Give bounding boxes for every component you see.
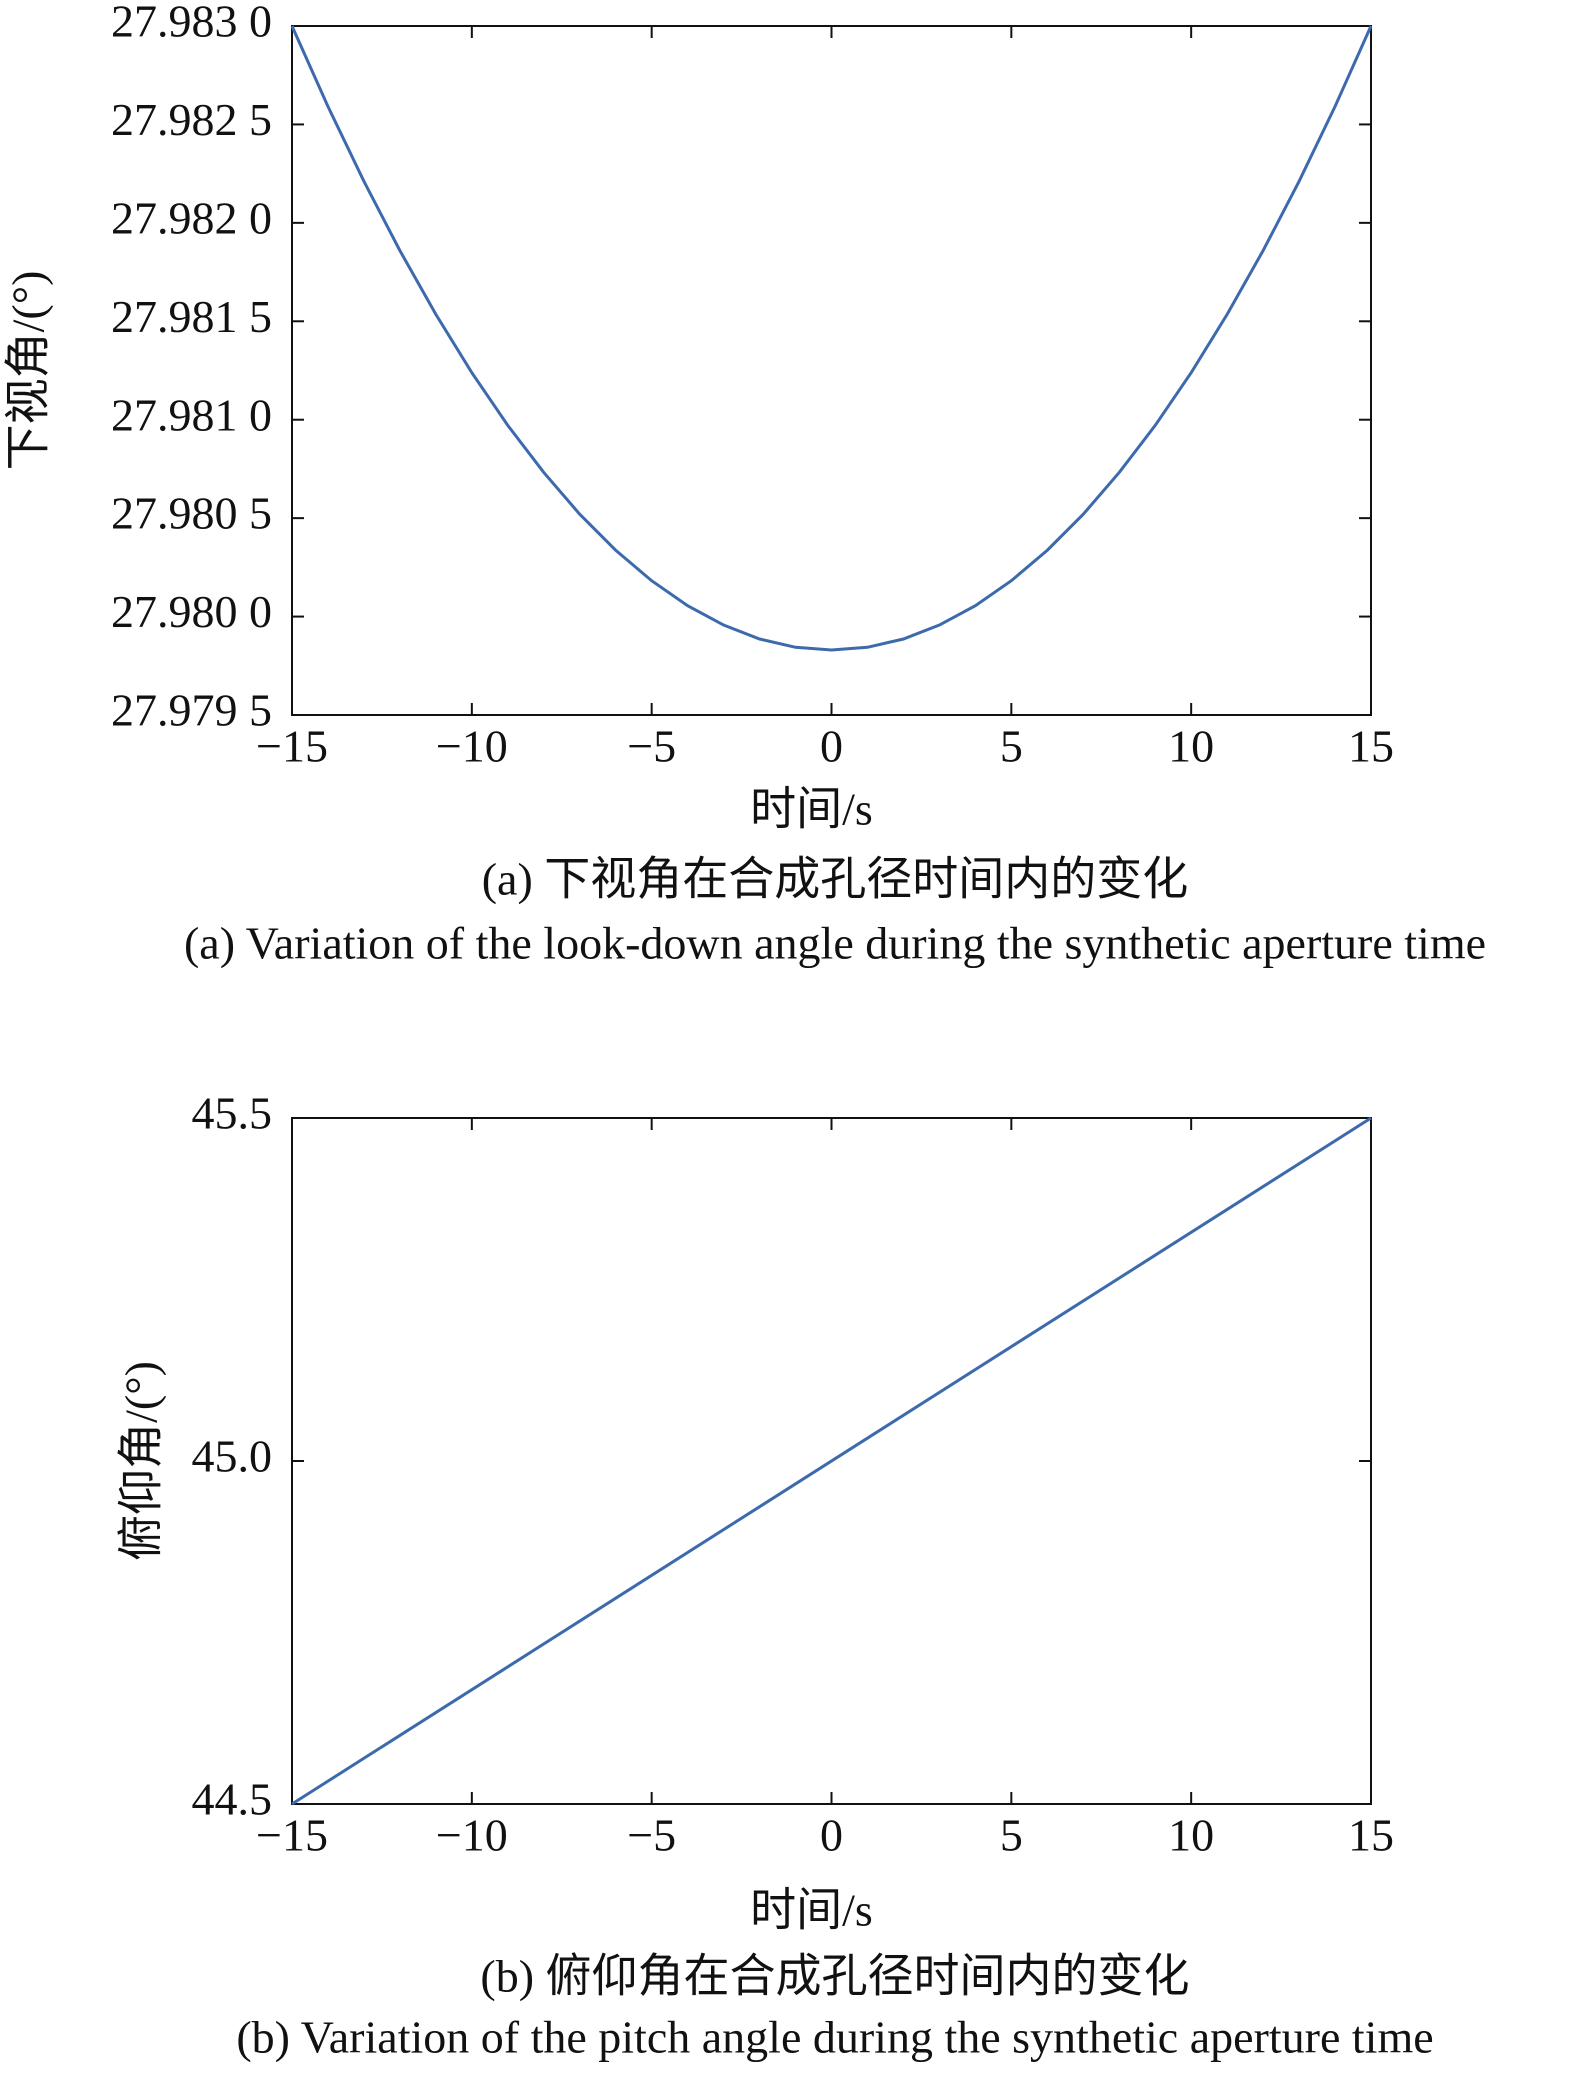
caption-en: (a) Variation of the look-down angle dur…: [184, 918, 1486, 969]
y-tick-label: 27.983 0: [111, 0, 272, 47]
x-tick-label: 0: [820, 721, 843, 772]
x-tick-label: 15: [1348, 721, 1394, 772]
plot-frame: [291, 25, 1372, 716]
data-line: [290, 25, 1373, 652]
y-tick-label: 45.5: [192, 1088, 273, 1139]
x-axis-label: 时间/s: [750, 784, 873, 835]
y-tick-label: 27.981 5: [111, 291, 272, 342]
x-tick-label: 0: [820, 1810, 843, 1861]
x-tick-label: 10: [1168, 721, 1214, 772]
y-tick-label: 27.981 0: [111, 389, 272, 440]
x-tick-label: −10: [436, 721, 508, 772]
y-tick-label: 27.979 5: [111, 685, 272, 736]
x-tick-label: −15: [256, 1810, 328, 1861]
y-tick-label: 27.982 0: [111, 192, 272, 243]
caption-en: (b) Variation of the pitch angle during …: [236, 2012, 1433, 2063]
x-axis-label: 时间/s: [750, 1885, 873, 1936]
y-tick-label: 27.980 0: [111, 586, 272, 637]
y-tick-label: 27.982 5: [111, 94, 272, 145]
y-tick-label: 27.980 5: [111, 488, 272, 539]
x-tick-label: 5: [1000, 721, 1023, 772]
caption: (a) 下视角在合成孔径时间内的变化: [482, 854, 1189, 905]
x-tick-label: −5: [627, 721, 676, 772]
x-tick-label: 10: [1168, 1810, 1214, 1861]
caption: (b) 俯仰角在合成孔径时间内的变化: [480, 1951, 1189, 2002]
x-tick-label: 5: [1000, 1810, 1023, 1861]
y-tick-label: 44.5: [192, 1774, 273, 1825]
y-tick-label: 45.0: [192, 1431, 273, 1482]
x-tick-label: −15: [256, 721, 328, 772]
data-line: [291, 1116, 1372, 1806]
y-axis-label: 下视角/(°): [3, 271, 54, 471]
x-tick-label: −10: [436, 1810, 508, 1861]
x-tick-label: 15: [1348, 1810, 1394, 1861]
y-axis-label: 俯仰角/(°): [116, 1361, 167, 1561]
x-tick-label: −5: [627, 1810, 676, 1861]
